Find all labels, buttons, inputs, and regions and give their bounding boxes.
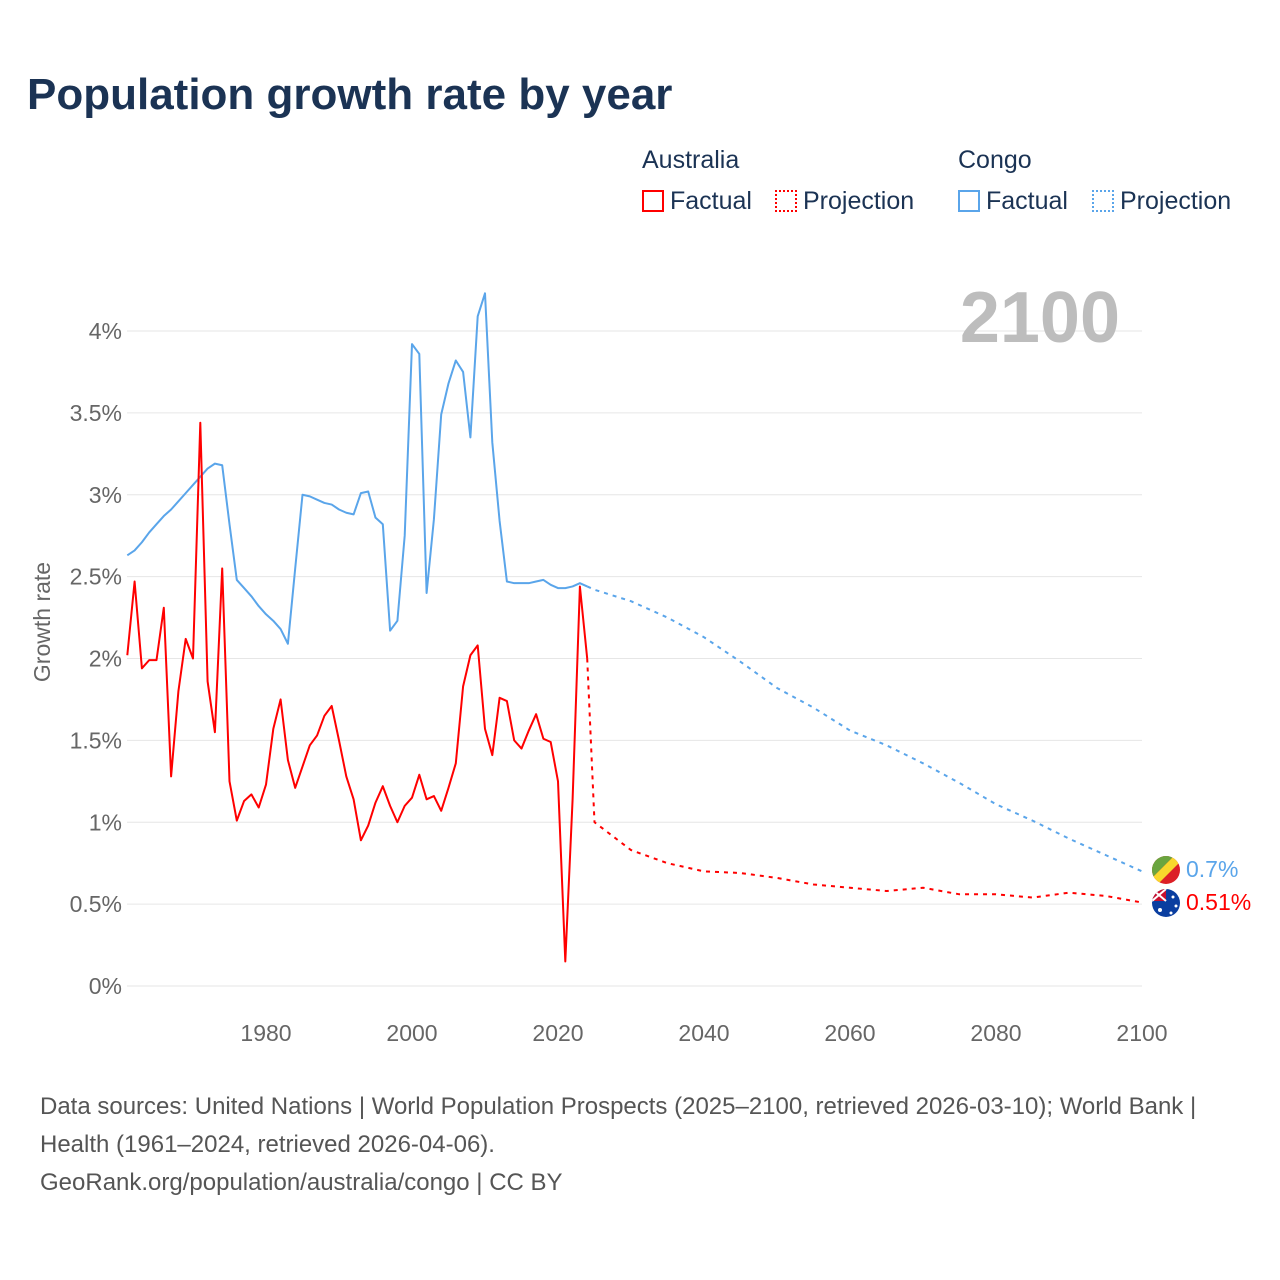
congo-factual-line — [126, 292, 588, 645]
legend-label: Projection — [803, 187, 915, 215]
y-tick-label: 2% — [89, 646, 122, 672]
australia-end-label: 0.51% — [1186, 889, 1251, 915]
x-tick-label: 2020 — [532, 1020, 583, 1046]
legend-label: Factual — [986, 187, 1068, 215]
y-tick-label: 0.5% — [70, 891, 122, 917]
x-tick-label: 2080 — [970, 1020, 1021, 1046]
australia-flag-icon — [1152, 889, 1180, 917]
legend-swatch — [775, 190, 797, 212]
x-tick-label: 2060 — [824, 1020, 875, 1046]
page-title: Population growth rate by year — [27, 70, 673, 119]
legend-swatch — [642, 190, 664, 212]
x-tick-label: 2040 — [678, 1020, 729, 1046]
legend-congo-factual[interactable]: Factual — [958, 187, 1068, 216]
x-tick-label: 2100 — [1116, 1020, 1167, 1046]
australia-projection-line — [586, 658, 1143, 904]
congo-end-label: 0.7% — [1186, 856, 1238, 882]
y-tick-label: 1% — [89, 809, 122, 835]
attribution-link[interactable]: GeoRank.org/population/australia/congo |… — [40, 1169, 563, 1196]
y-tick-label: 1.5% — [70, 727, 122, 753]
legend-congo-heading: Congo — [958, 146, 1032, 174]
y-tick-label: 4% — [89, 318, 122, 344]
sources-text: Data sources: United Nations | World Pop… — [40, 1093, 1197, 1158]
year-label: 2100 — [960, 278, 1120, 358]
legend-swatch — [958, 190, 980, 212]
legend-australia-factual[interactable]: Factual — [642, 187, 752, 216]
congo-flag-icon — [1152, 856, 1180, 884]
legend-label: Factual — [670, 187, 752, 215]
y-tick-label: 3.5% — [70, 400, 122, 426]
y-tick-label: 3% — [89, 482, 122, 508]
x-tick-label: 1980 — [240, 1020, 291, 1046]
y-tick-label: 0% — [89, 973, 122, 999]
legend-australia-heading: Australia — [642, 146, 740, 174]
australia-factual-line — [126, 421, 589, 963]
y-axis-label: Growth rate — [29, 562, 55, 682]
legend-label: Projection — [1120, 187, 1232, 215]
data-sources: Data sources: United Nations | World Pop… — [40, 1088, 1240, 1202]
legend-swatch — [1092, 190, 1114, 212]
congo-projection-line — [586, 585, 1143, 873]
legend-congo-projection[interactable]: Projection — [1092, 187, 1231, 216]
legend-australia-projection[interactable]: Projection — [775, 187, 914, 216]
x-tick-label: 2000 — [386, 1020, 437, 1046]
y-tick-label: 2.5% — [70, 564, 122, 590]
plot-area: 0% 0.5% 1% 1.5% 2% 2.5% 3% 3.5% 4% 1980 2000 2020 20… — [29, 278, 1251, 1046]
